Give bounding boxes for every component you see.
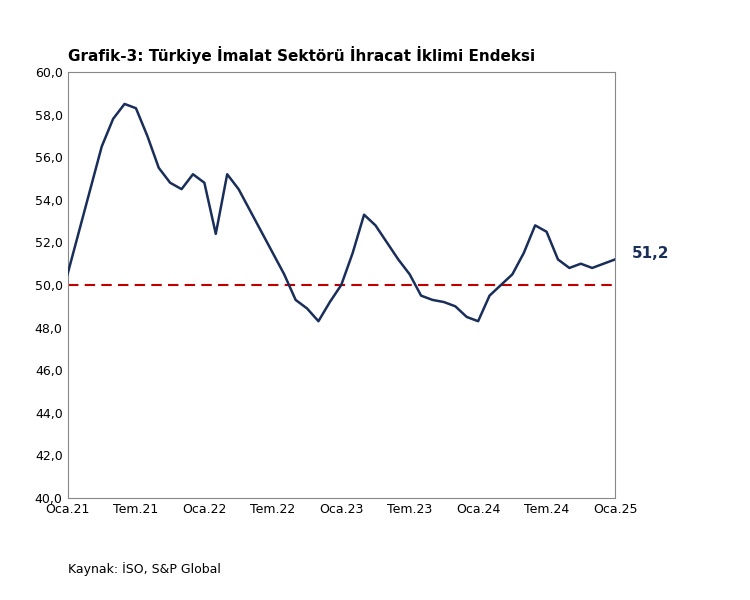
Text: Kaynak: İSO, S&P Global: Kaynak: İSO, S&P Global [68,562,220,576]
Text: 51,2: 51,2 [632,245,670,260]
Text: Grafik-3: Türkiye İmalat Sektörü İhracat İklimi Endeksi: Grafik-3: Türkiye İmalat Sektörü İhracat… [68,46,535,64]
